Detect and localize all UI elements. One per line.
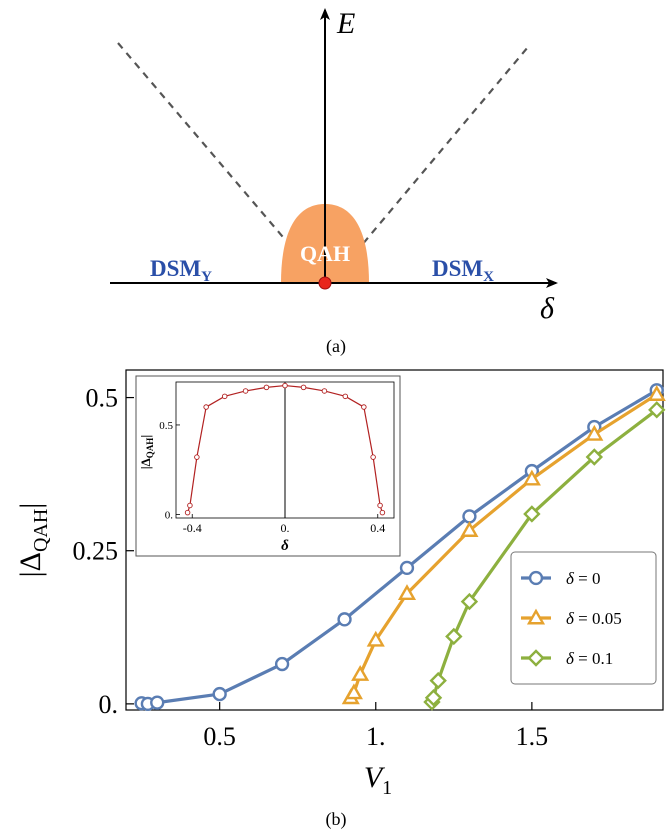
inset-data-point — [243, 389, 248, 394]
inset-x-tick-label: 0. — [281, 521, 290, 535]
inset-data-point — [343, 394, 348, 399]
inset-y-tick-label: 0.5 — [159, 420, 173, 432]
data-point — [151, 697, 163, 709]
inset-data-point — [380, 510, 385, 515]
data-point — [401, 562, 413, 574]
data-point — [447, 629, 461, 643]
y-tick-label: 0. — [99, 690, 119, 719]
data-point — [463, 510, 475, 522]
legend-item: δ = 0.1 — [521, 649, 613, 668]
inset-data-point — [378, 503, 383, 508]
dsm-x-label: DSMX — [432, 256, 494, 285]
inset-data-point — [222, 394, 227, 399]
x-tick-label: 1. — [366, 722, 386, 751]
inset-data-point — [283, 383, 288, 388]
data-point — [353, 667, 367, 679]
dsm-y-label: DSMY — [150, 256, 212, 285]
legend-label: δ = 0 — [566, 569, 601, 588]
inset: -0.4 0. 0.40.0.5 δ |ΔQAH| — [136, 376, 400, 556]
qah-label: QAH — [300, 241, 350, 266]
inset-y-tick-label: 0. — [165, 509, 174, 521]
critical-point-dot — [319, 277, 331, 289]
data-point — [276, 658, 288, 670]
panel-a: E δ QAH DSMY DSMX (a) — [110, 7, 556, 357]
y-tick-label: 0.5 — [86, 384, 119, 413]
data-point — [339, 613, 351, 625]
inset-data-point — [195, 455, 200, 460]
inset-x-axis-label: δ — [281, 538, 289, 554]
inset-data-point — [188, 503, 193, 508]
legend-label: δ = 0.1 — [566, 649, 613, 668]
x-tick-label: 1.5 — [516, 722, 549, 751]
legend: δ = 0 δ = 0.05 δ = 0.1 — [511, 552, 656, 684]
energy-axis-label: E — [336, 7, 355, 40]
y-axis-label: |ΔQAH| — [14, 503, 52, 578]
inset-data-point — [322, 389, 327, 394]
inset-data-point — [371, 455, 376, 460]
x-tick-label: 0.5 — [203, 722, 236, 751]
inset-data-point — [301, 385, 306, 390]
panel-b: 0.5 1. 1.5 0. 0.25 0.5 V1 |ΔQAH| -0.4 0. 0.4 0. 0… — [14, 370, 664, 830]
data-point — [431, 674, 445, 688]
delta-axis-label: δ — [540, 292, 555, 325]
legend-label: δ = 0.05 — [566, 609, 622, 628]
data-point — [214, 688, 226, 700]
x-axis-label: V1 — [364, 761, 392, 799]
y-tick-label: 0.25 — [73, 537, 119, 566]
inset-x-tick-label: 0.4 — [370, 521, 385, 535]
inset-data-point — [185, 510, 190, 515]
inset-data-point — [204, 405, 209, 410]
legend-marker — [530, 572, 542, 584]
caption-a: (a) — [326, 336, 346, 357]
inset-x-tick-label: -0.4 — [183, 521, 202, 535]
caption-b: (b) — [326, 809, 347, 830]
inset-data-point — [362, 405, 367, 410]
inset-data-point — [264, 385, 269, 390]
